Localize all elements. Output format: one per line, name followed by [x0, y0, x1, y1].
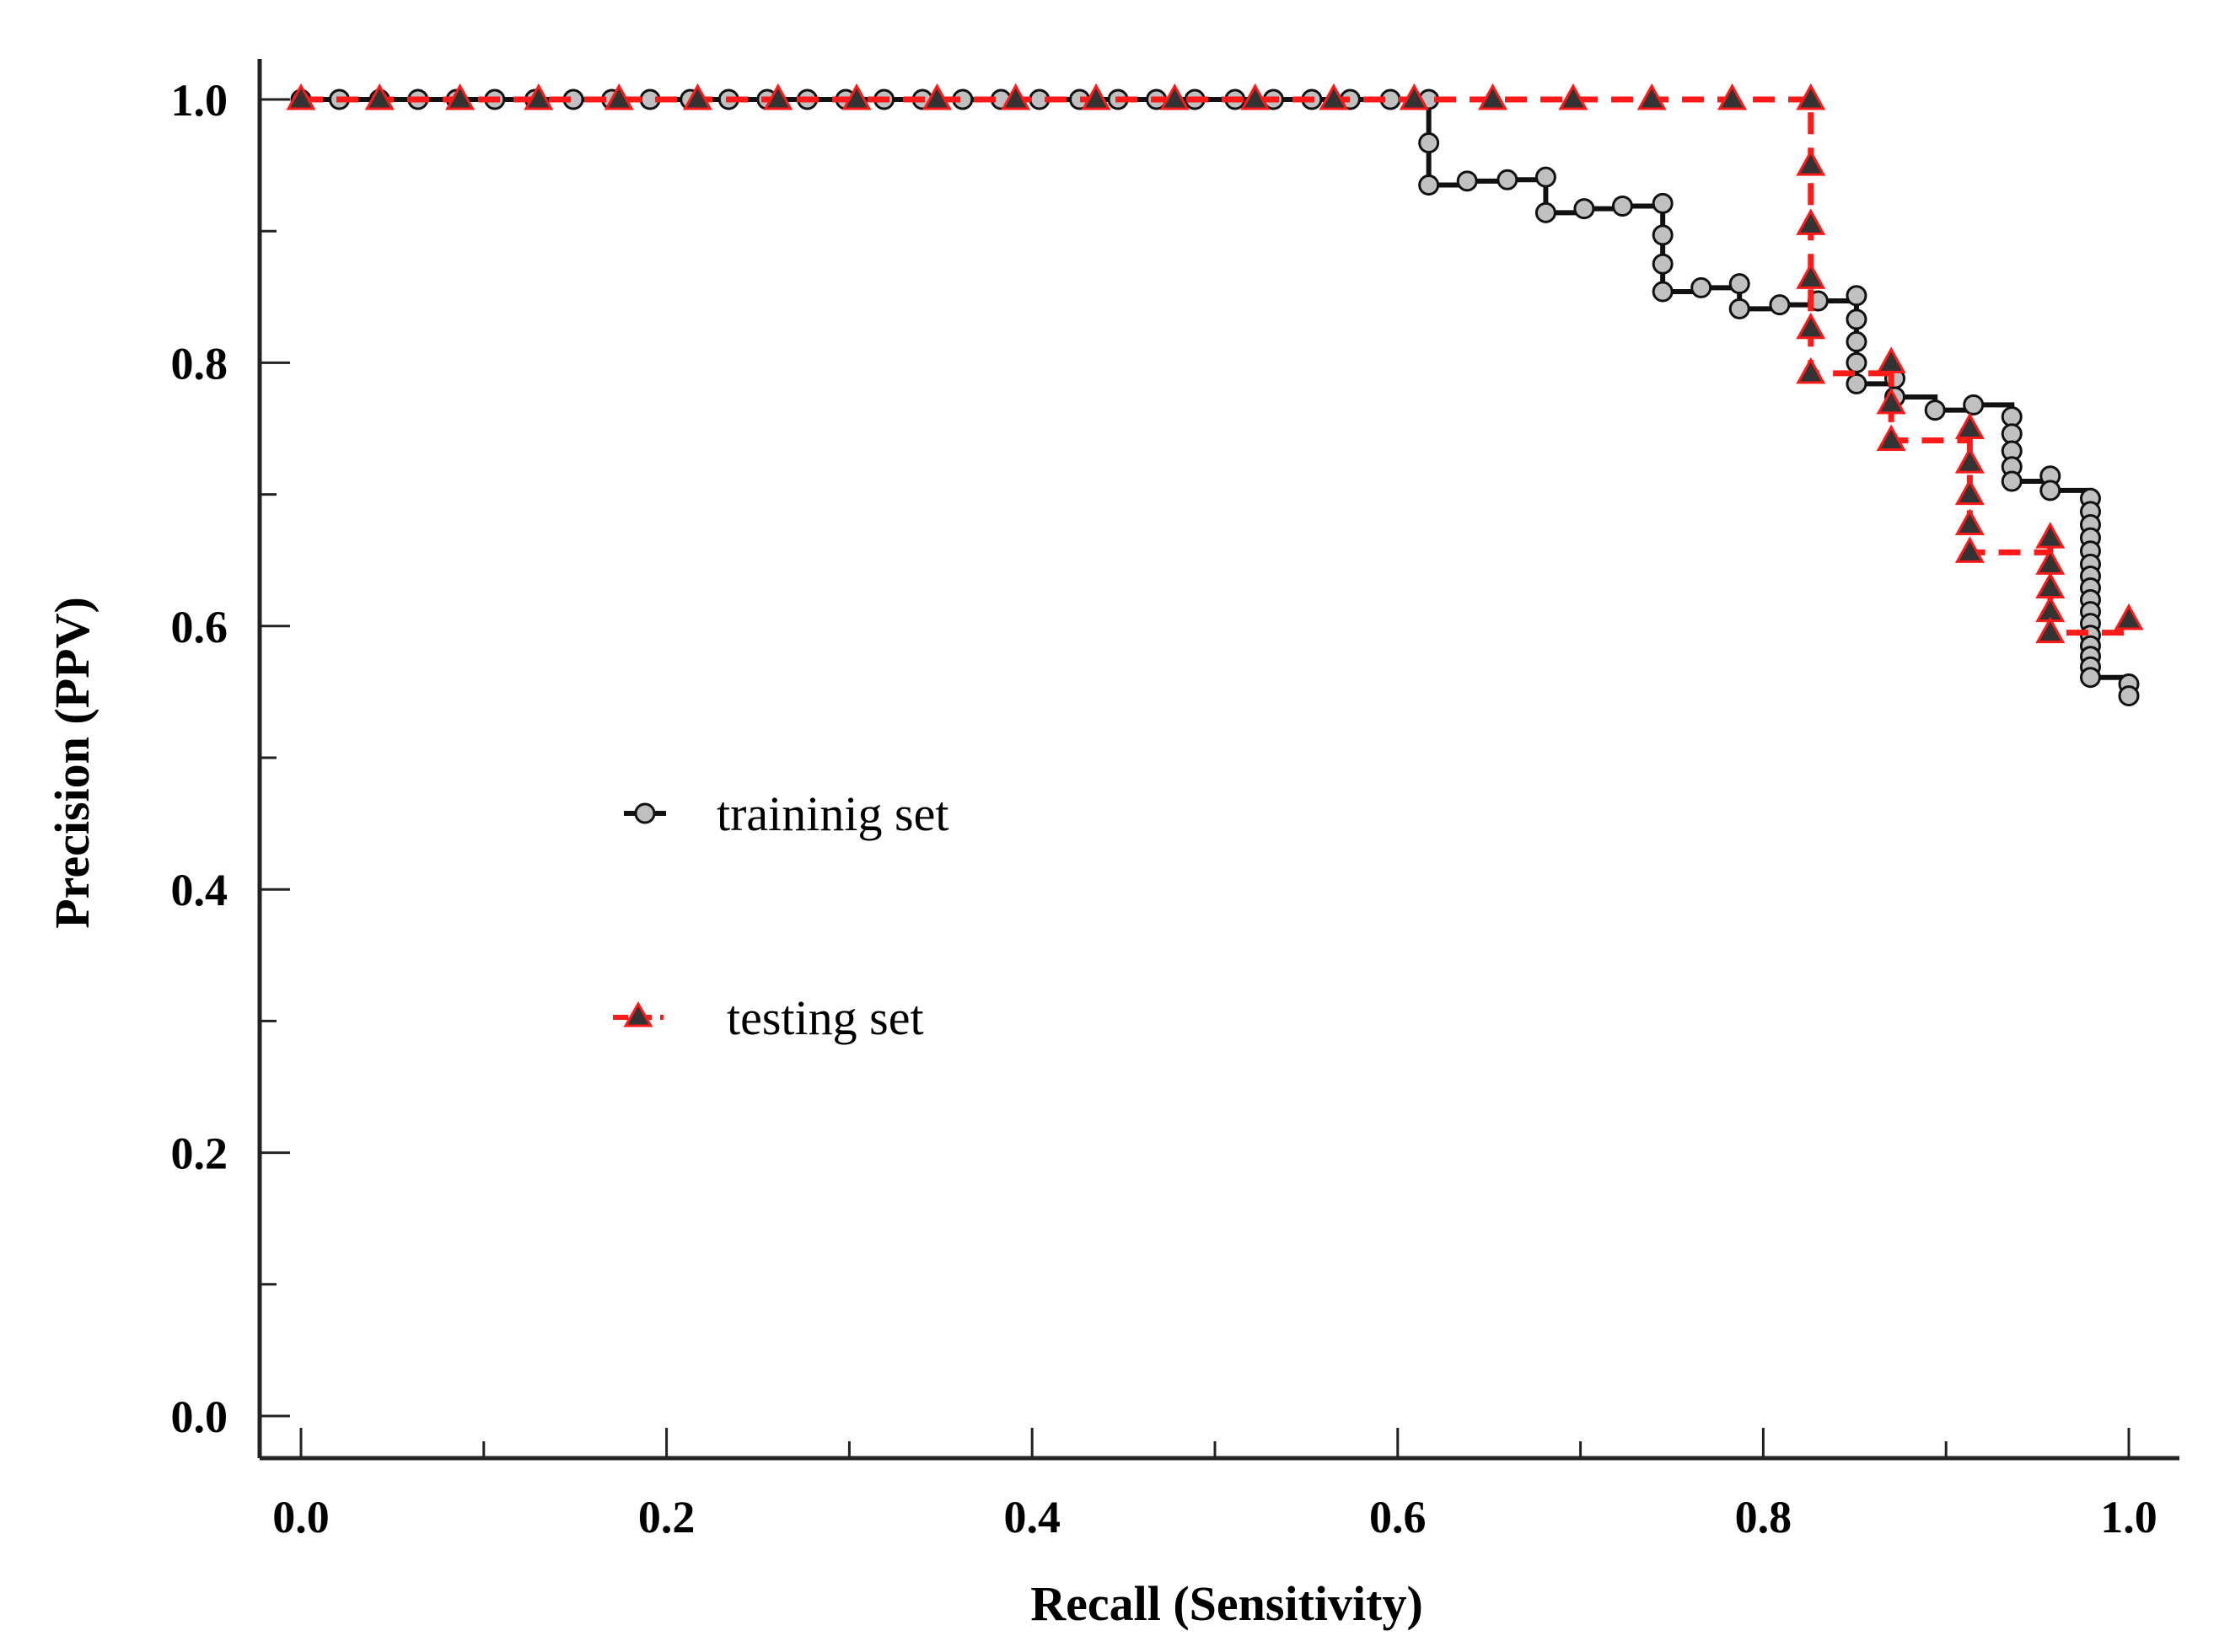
data-point-triangle: [604, 83, 634, 110]
data-point-circle: [1652, 192, 1674, 214]
data-point-triangle: [763, 83, 793, 110]
data-point-circle: [1534, 166, 1556, 188]
legend-label-training: traininig set: [717, 786, 948, 841]
data-point-circle: [1497, 169, 1518, 190]
y-tick-label: 0.6: [171, 602, 228, 652]
data-point-triangle: [1796, 208, 1826, 235]
data-point-circle: [2118, 685, 2140, 707]
data-point-circle: [1418, 174, 1440, 196]
legend-item-training: traininig set: [624, 786, 948, 841]
data-point-triangle: [1796, 262, 1826, 289]
data-point-triangle: [1954, 508, 1985, 536]
data-point-triangle: [922, 83, 953, 110]
data-point-triangle: [1081, 83, 1111, 110]
x-axis-ticks: [299, 1428, 2131, 1458]
legend-triangle-marker-icon: [623, 1000, 653, 1027]
data-point-circle: [1924, 400, 1946, 421]
data-point-circle: [2001, 423, 2023, 445]
y-axis-tick-labels: 0.0 0.2 0.4 0.6 0.8 1.0: [171, 75, 228, 1442]
y-tick-label: 1.0: [171, 75, 228, 126]
data-point-circle: [1846, 285, 1867, 307]
y-axis-title: Precision (PPV): [45, 597, 99, 929]
series-layer: [286, 83, 2144, 707]
data-point-triangle: [2035, 522, 2066, 549]
data-point-triangle: [1796, 357, 1826, 384]
data-point-triangle: [364, 83, 395, 110]
series-training: [290, 88, 2140, 707]
data-point-circle: [1652, 224, 1674, 246]
series-testing: [286, 83, 2144, 644]
data-point-triangle: [1796, 83, 1826, 110]
data-point-triangle: [1876, 387, 1906, 415]
data-point-triangle: [286, 83, 316, 110]
x-tick-label: 1.0: [2100, 1492, 2157, 1542]
data-point-triangle: [1717, 83, 1748, 110]
data-point-triangle: [524, 83, 554, 110]
y-tick-label: 0.0: [171, 1392, 228, 1442]
data-point-triangle: [1954, 478, 1985, 506]
data-point-circle: [1728, 298, 1750, 319]
data-point-triangle: [1558, 83, 1588, 110]
data-point-triangle: [2035, 616, 2066, 644]
data-point-circle: [2039, 480, 2061, 502]
data-point-circle: [1846, 373, 1867, 394]
data-point-triangle: [1796, 149, 1826, 176]
y-tick-label: 0.4: [171, 865, 228, 915]
x-tick-label: 0.6: [1369, 1492, 1427, 1542]
data-point-triangle: [1876, 346, 1906, 373]
data-point-circle: [1573, 198, 1595, 220]
data-point-circle: [1690, 276, 1712, 298]
y-tick-label: 0.8: [171, 338, 228, 389]
data-point-circle: [2001, 470, 2023, 492]
data-point-triangle: [1636, 83, 1667, 110]
data-point-triangle: [1001, 83, 1031, 110]
data-point-triangle: [1796, 312, 1826, 340]
data-point-circle: [1611, 196, 1633, 217]
data-point-triangle: [1477, 83, 1508, 110]
y-tick-label: 0.2: [171, 1129, 228, 1179]
x-tick-label: 0.0: [272, 1492, 330, 1542]
data-point-circle: [1456, 170, 1478, 192]
data-point-triangle: [1954, 447, 1985, 474]
legend-circle-marker-icon: [634, 802, 656, 824]
data-point-triangle: [1399, 83, 1429, 110]
data-point-triangle: [1954, 536, 1985, 563]
data-point-circle: [2001, 405, 2023, 427]
data-point-circle: [1846, 330, 1867, 352]
legend: traininig set testing set: [613, 786, 948, 1045]
data-point-circle: [1728, 273, 1750, 295]
data-point-triangle: [1159, 83, 1190, 110]
data-point-triangle: [682, 83, 713, 110]
x-axis-tick-labels: 0.0 0.2 0.4 0.6 0.8 1.0: [272, 1492, 2157, 1542]
data-point-triangle: [1319, 83, 1349, 110]
data-point-triangle: [841, 83, 872, 110]
data-point-triangle: [1954, 412, 1985, 439]
data-point-triangle: [2035, 571, 2066, 599]
data-point-circle: [1534, 201, 1556, 223]
data-point-circle: [1418, 132, 1440, 154]
legend-label-testing: testing set: [727, 990, 924, 1045]
data-point-triangle: [1876, 424, 1906, 452]
data-point-circle: [1846, 308, 1867, 330]
data-point-triangle: [445, 83, 476, 110]
x-tick-label: 0.8: [1735, 1492, 1792, 1542]
data-point-triangle: [1240, 83, 1271, 110]
data-point-circle: [1846, 351, 1867, 373]
data-point-circle: [1652, 253, 1674, 275]
x-tick-label: 0.4: [1003, 1492, 1061, 1542]
y-axis-ticks: [260, 98, 290, 1418]
legend-item-testing: testing set: [613, 990, 924, 1045]
x-axis-title: Recall (Sensitivity): [1030, 1576, 1423, 1631]
data-point-triangle: [2114, 603, 2144, 630]
series-line: [301, 97, 2131, 696]
data-point-circle: [2079, 667, 2101, 689]
x-tick-label: 0.2: [638, 1492, 696, 1542]
data-point-circle: [1769, 294, 1791, 316]
data-point-circle: [1652, 281, 1674, 303]
data-point-circle: [1963, 394, 1985, 416]
